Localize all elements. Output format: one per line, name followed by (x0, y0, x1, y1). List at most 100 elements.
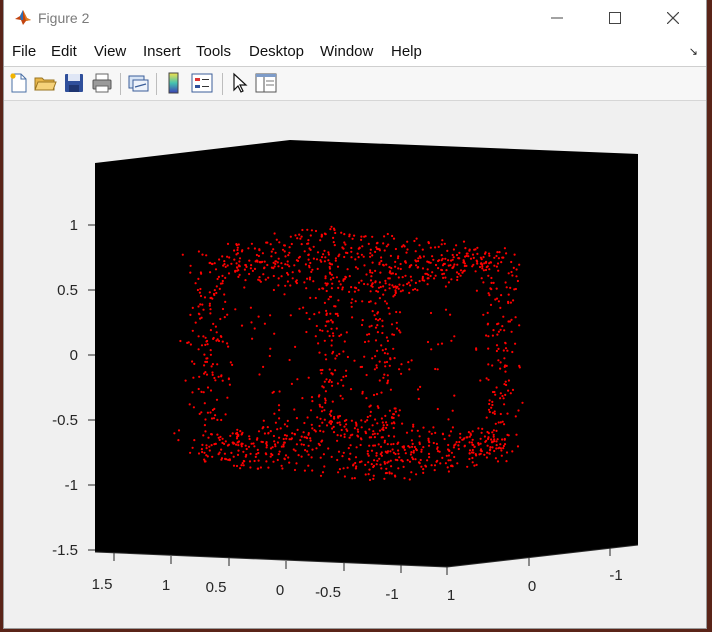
scatter-point (389, 254, 392, 257)
scatter-point (210, 417, 214, 420)
scatter-point (366, 415, 369, 419)
scatter-point (335, 354, 338, 357)
scatter-point (372, 393, 376, 397)
scatter-point (211, 371, 214, 374)
scatter-point (392, 442, 395, 446)
scatter-point (449, 430, 453, 433)
scatter-point (372, 474, 375, 477)
property-inspector-icon[interactable] (254, 71, 278, 95)
scatter-point (330, 455, 333, 458)
menu-view[interactable]: View (94, 43, 127, 60)
scatter-point (189, 313, 192, 316)
scatter-point (210, 365, 213, 368)
scatter-point (306, 416, 309, 419)
scatter-point (503, 443, 507, 446)
scatter-point (258, 279, 261, 282)
scatter-point (319, 456, 322, 459)
scatter-point (475, 348, 478, 351)
scatter-point (285, 434, 288, 437)
scatter-point (386, 374, 389, 377)
menu-help[interactable]: Help (391, 43, 422, 60)
new-figure-icon[interactable] (7, 71, 31, 95)
menu-edit[interactable]: Edit (51, 43, 77, 60)
insert-legend-icon[interactable] (190, 71, 214, 95)
save-icon[interactable] (62, 71, 86, 95)
scatter-point (322, 253, 325, 256)
scatter-point (341, 286, 344, 289)
scatter-point (371, 235, 374, 238)
menu-file[interactable]: File (12, 43, 37, 60)
scatter-point (345, 423, 348, 426)
title-bar[interactable]: Figure 2 (4, 0, 706, 36)
scatter-point (453, 455, 456, 459)
scatter-point (491, 334, 494, 337)
scatter-point (479, 379, 482, 382)
scatter-point (203, 458, 206, 461)
scatter-point (255, 453, 258, 456)
scatter-point (307, 453, 310, 456)
scatter-point (288, 251, 291, 254)
scatter-point (393, 422, 396, 425)
scatter-point (205, 444, 208, 447)
dock-arrow-icon[interactable]: ↘ (688, 46, 698, 58)
scatter-point (497, 330, 500, 333)
figure-window: Figure 2 File Edit View Insert Tools Des… (4, 0, 706, 628)
scatter-point (265, 446, 268, 449)
open-file-icon[interactable] (33, 71, 57, 95)
scatter-point (410, 439, 413, 442)
scatter-point (373, 314, 376, 317)
scatter-point (402, 284, 405, 287)
scatter-point (497, 322, 500, 325)
scatter-point (368, 444, 371, 447)
scatter-point (250, 442, 253, 445)
scatter-point (235, 464, 239, 468)
scatter-point (378, 379, 381, 382)
menu-window[interactable]: Window (320, 43, 374, 60)
minimize-button[interactable] (528, 0, 586, 36)
scatter-point (240, 445, 243, 448)
scatter-point (382, 426, 385, 429)
scatter-point (394, 265, 397, 268)
insert-colorbar-icon[interactable] (162, 71, 186, 95)
scatter-point (444, 257, 447, 260)
scatter-point (476, 262, 479, 265)
scatter-point (351, 298, 354, 301)
scatter-point (372, 465, 375, 469)
scatter-point (282, 437, 285, 441)
scatter-point (376, 247, 379, 251)
scatter-point (269, 455, 272, 458)
scatter-point (353, 477, 356, 480)
menu-tools[interactable]: Tools (196, 43, 232, 60)
scatter-point (203, 353, 206, 356)
scatter-point (390, 272, 393, 275)
scatter-point (204, 430, 207, 433)
scatter-point (436, 459, 439, 462)
scatter-point (360, 279, 363, 282)
scatter-point (342, 247, 345, 250)
scatter-point (504, 281, 507, 284)
maximize-button[interactable] (586, 0, 644, 36)
menu-desktop[interactable]: Desktop (249, 43, 305, 60)
close-button[interactable] (644, 0, 702, 36)
scatter-point (515, 268, 518, 271)
scatter-point (368, 428, 371, 431)
scatter-point (341, 455, 344, 458)
scatter-point (287, 273, 290, 276)
scatter-point (219, 435, 222, 438)
scatter-point (236, 453, 240, 456)
scatter-point (452, 248, 455, 251)
scatter-point (242, 450, 245, 453)
scatter-point (499, 328, 502, 331)
scatter-point (463, 264, 466, 268)
scatter-point (276, 458, 279, 462)
print-icon[interactable] (90, 71, 114, 95)
menu-insert[interactable]: Insert (143, 43, 181, 60)
scatter-point (375, 289, 378, 293)
scatter-point (369, 248, 372, 251)
edit-plot-arrow-icon[interactable] (228, 71, 252, 95)
link-plot-icon[interactable] (126, 71, 150, 95)
scatter-point (373, 368, 376, 371)
scatter-point (469, 257, 473, 260)
axes-3d[interactable]: -1.5 -1 -0.5 0 0.5 1 1.5 1 0.5 0 -0.5 (4, 101, 706, 628)
scatter-point (486, 451, 489, 454)
